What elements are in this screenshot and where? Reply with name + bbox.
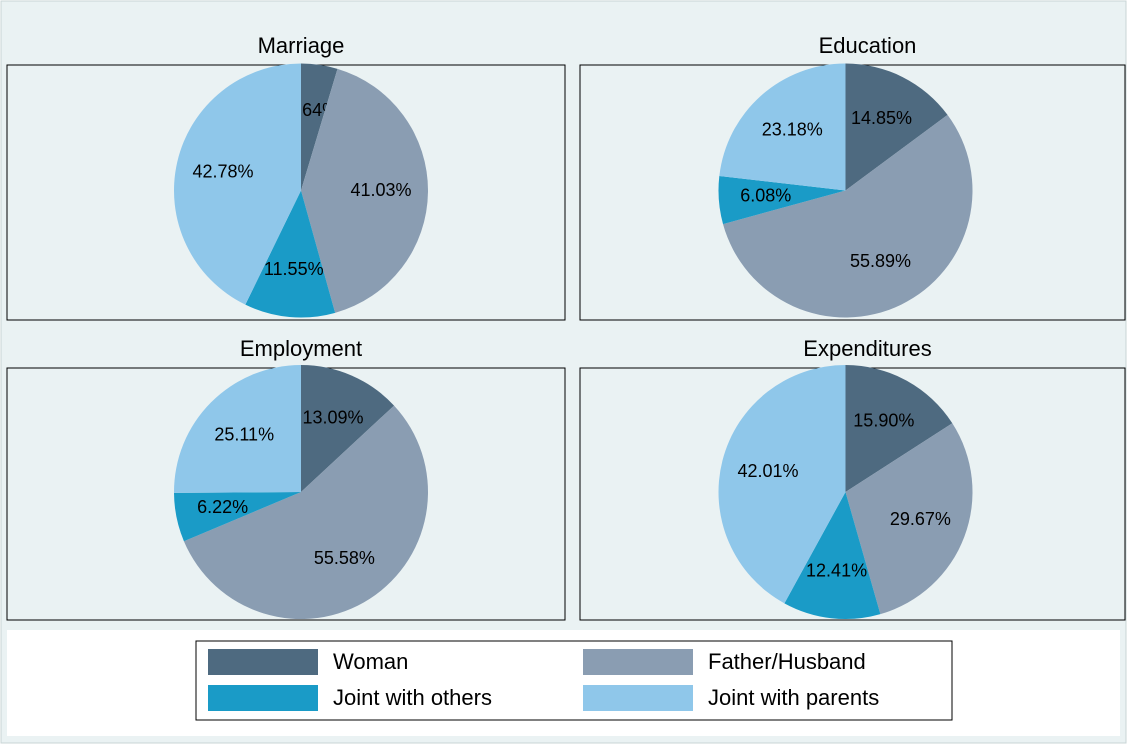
- data-label: 42.78%: [193, 161, 254, 181]
- pie-slice: [174, 63, 301, 305]
- legend-swatch: [583, 685, 693, 711]
- pie-slice: [845, 423, 973, 615]
- pie-slice: [301, 68, 428, 313]
- data-label: 55.89%: [850, 251, 911, 271]
- pie-slice: [719, 63, 846, 191]
- legend-label: Joint with others: [333, 685, 492, 710]
- legend-label: Joint with parents: [708, 685, 879, 710]
- data-label: 6.22%: [197, 497, 248, 517]
- pie-slice: [718, 365, 846, 604]
- pie-slice: [301, 365, 395, 492]
- pie-slice: [845, 365, 953, 492]
- legend-swatch: [208, 649, 318, 675]
- data-label: 55.58%: [314, 548, 375, 568]
- chart-title: Employment: [240, 336, 362, 361]
- chart-title: Expenditures: [803, 336, 931, 361]
- pie-slice: [301, 63, 338, 191]
- data-label: 42.01%: [737, 461, 798, 481]
- pie-slice: [245, 190, 336, 318]
- legend-swatch: [208, 685, 318, 711]
- data-label: 12.41%: [806, 560, 867, 580]
- pie-slice: [183, 405, 428, 620]
- data-label: 23.18%: [762, 120, 823, 140]
- legend-swatch: [583, 649, 693, 675]
- legend-box: [195, 640, 953, 721]
- data-label: 6.08%: [740, 185, 791, 205]
- chart-title: Marriage: [258, 33, 345, 58]
- data-label: 15.90%: [853, 411, 914, 431]
- data-label: 13.09%: [302, 407, 363, 427]
- chart-title: Education: [819, 33, 917, 58]
- data-label: 11.55%: [264, 259, 324, 279]
- data-label: 14.85%: [851, 108, 912, 128]
- pie-slice: [845, 63, 948, 191]
- pie-slice: [718, 176, 846, 225]
- pie-slice: [784, 492, 881, 619]
- data-label: 41.03%: [350, 180, 411, 200]
- data-label: 29.67%: [890, 509, 951, 529]
- pie-slice: [174, 492, 301, 542]
- legend-label: Woman: [333, 649, 408, 674]
- data-label: 25.11%: [214, 424, 274, 444]
- pie-slice: [173, 365, 301, 493]
- legend-label: Father/Husband: [708, 649, 866, 674]
- pie-slice: [723, 114, 973, 318]
